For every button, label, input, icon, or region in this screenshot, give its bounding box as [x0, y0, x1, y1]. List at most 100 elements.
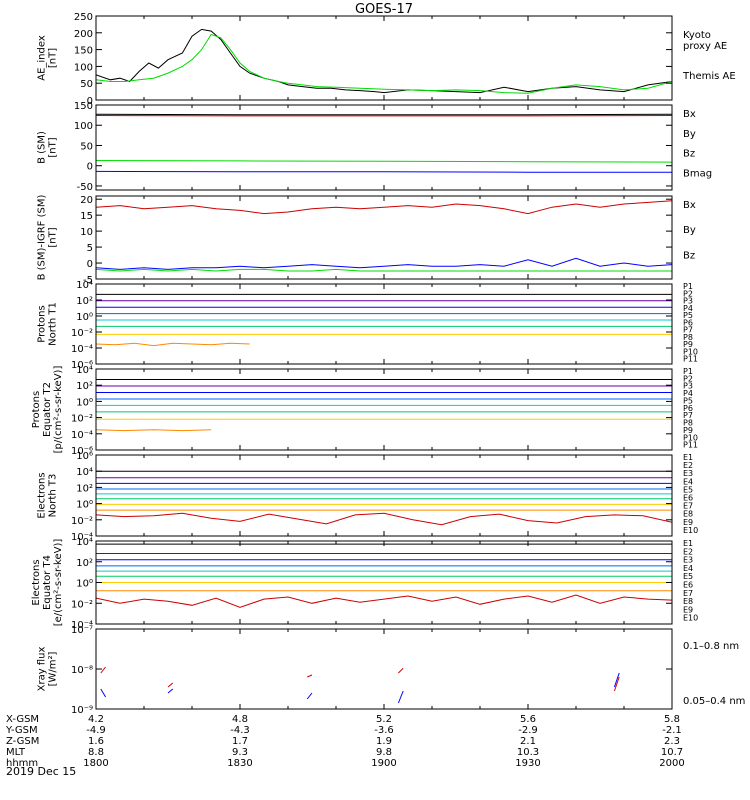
- legend-label: P1: [683, 282, 693, 291]
- series-xray-0-seg: [167, 682, 174, 688]
- y-axis-label: [e/(cm²-s-sr-keV)]: [53, 539, 64, 627]
- panel-frame: [95, 283, 673, 365]
- series-bsm-3: [96, 170, 672, 173]
- legend-label: E9: [683, 605, 693, 614]
- ephem-value: 8.8: [88, 747, 104, 758]
- ephem-value: 4.8: [232, 714, 248, 725]
- ephem-row-label: Z-GSM: [6, 736, 39, 747]
- y-tick-label: 10⁻⁶: [71, 446, 93, 457]
- legend-label: E3: [683, 469, 693, 478]
- y-tick-label: 10⁰: [76, 500, 93, 511]
- legend-label: P1: [683, 367, 693, 376]
- legend-label: Kyoto: [683, 30, 711, 41]
- y-axis-label: Equator T4: [42, 555, 53, 610]
- y-tick-label: 10²: [76, 558, 93, 569]
- ephem-value: 5.6: [520, 714, 536, 725]
- ephem-row-label: X-GSM: [6, 714, 39, 725]
- legend-label: Bmag: [683, 168, 712, 179]
- y-axis-label: Equator T2: [42, 382, 53, 437]
- y-tick-label: 10²: [76, 381, 93, 392]
- legend-label: P11: [683, 355, 698, 364]
- y-axis-label: Electrons: [31, 559, 42, 605]
- legend-label: E2: [683, 547, 693, 556]
- y-axis-label: [nT]: [48, 227, 59, 247]
- legend-label: E7: [683, 589, 693, 598]
- series-xray-0-seg: [100, 666, 106, 674]
- ephem-value: 4.2: [88, 714, 104, 725]
- y-axis-label: North T1: [48, 302, 59, 346]
- series-prot_e-7: [96, 429, 212, 432]
- ephem-value: 1900: [371, 758, 396, 769]
- legend-label: E4: [683, 564, 693, 573]
- y-tick-label: 10⁰: [76, 397, 93, 408]
- legend-label: E10: [683, 614, 698, 623]
- legend-label: E2: [683, 461, 693, 470]
- legend-label: P7: [683, 326, 693, 335]
- y-axis-label: [W/m²]: [48, 651, 59, 686]
- y-axis-label: Protons: [37, 305, 48, 342]
- legend-label: Bz: [683, 149, 695, 160]
- legend-label: P8: [683, 419, 693, 428]
- panel-frame: [95, 368, 673, 451]
- legend-label: P11: [683, 441, 698, 450]
- y-tick-label: 50: [80, 79, 93, 90]
- y-axis-label: Xray flux: [37, 647, 48, 692]
- panel-prot_e: 10⁻⁶ 10⁻⁴ 10⁻² 10⁰ 10² 10⁴ Protons Equator T2 [p…: [31, 365, 698, 457]
- y-tick-label: 10⁴: [76, 537, 93, 548]
- legend-label: Bx: [683, 109, 696, 120]
- legend-label: P4: [683, 304, 693, 313]
- y-tick-label: 5: [87, 243, 93, 254]
- panel-bdiff: -5 0 5 10 15 20 B (SM)-IGRF (SM) [nT] Bx By Bz: [37, 195, 696, 286]
- y-tick-label: 10⁻⁴: [71, 344, 93, 355]
- series-xray-1-seg: [167, 688, 174, 694]
- legend-label: E5: [683, 485, 693, 494]
- legend-label: P5: [683, 311, 693, 320]
- y-axis-label: [nT]: [48, 137, 59, 157]
- ephem-value: -2.9: [518, 725, 538, 736]
- series-xray-1-seg: [397, 690, 404, 704]
- ephem-value: 1.6: [88, 736, 104, 747]
- panel-bsm: -50 0 50 100 150 B (SM) [nT] Bx By Bz Bmag: [37, 101, 713, 193]
- legend-label: P8: [683, 333, 693, 342]
- legend-label: E4: [683, 477, 693, 486]
- ephem-value: 1800: [83, 758, 108, 769]
- legend-label: P5: [683, 396, 693, 405]
- ephem-value: 9.8: [376, 747, 392, 758]
- panel-xray: 10⁻⁹ 10⁻⁸ 10⁻⁷ Xray flux [W/m²] 0.1–0.8 nm 0.0…: [37, 625, 746, 716]
- y-tick-label: 10⁶: [76, 451, 93, 462]
- ephem-value: 1930: [515, 758, 540, 769]
- ephem-row-label: Y-GSM: [5, 725, 38, 736]
- legend-label: E10: [683, 526, 698, 535]
- y-tick-label: 10⁻⁴: [71, 532, 93, 543]
- legend-label: 0.1–0.8 nm: [683, 641, 739, 652]
- y-tick-label: 100: [74, 62, 93, 73]
- plot-title: GOES-17: [355, 2, 413, 17]
- legend-label: P9: [683, 340, 693, 349]
- legend-label: Themis AE: [682, 71, 736, 82]
- y-tick-label: 10⁻⁸: [71, 665, 93, 676]
- legend-label: E1: [683, 453, 693, 462]
- y-tick-label: -5: [83, 275, 93, 286]
- panel-elec_e: 10⁻⁴ 10⁻² 10⁰ 10² 10⁴ Electrons Equator T4 [e/(…: [31, 537, 698, 631]
- legend-label: E3: [683, 556, 693, 565]
- y-tick-label: 10⁰: [76, 579, 93, 590]
- series-xray-1-seg: [100, 688, 107, 698]
- panel-frame: [95, 628, 673, 710]
- y-tick-label: 250: [74, 12, 93, 23]
- series-ae-1: [96, 33, 672, 94]
- ephem-value: 9.3: [232, 747, 248, 758]
- y-axis-label: Electrons: [37, 472, 48, 518]
- panel-frame: [95, 454, 673, 537]
- y-axis-label: Protons: [31, 391, 42, 428]
- y-tick-label: 0: [87, 162, 93, 173]
- legend-label: P3: [683, 382, 693, 391]
- y-tick-label: 10²: [76, 483, 93, 494]
- series-xray-0-seg: [613, 676, 620, 692]
- y-tick-label: 0: [87, 259, 93, 270]
- y-tick-label: 10⁴: [76, 280, 93, 291]
- ephem-value: 2000: [659, 758, 684, 769]
- y-axis-label: [nT]: [48, 48, 59, 68]
- legend-label: E9: [683, 518, 693, 527]
- y-tick-label: 10⁻⁷: [71, 625, 93, 636]
